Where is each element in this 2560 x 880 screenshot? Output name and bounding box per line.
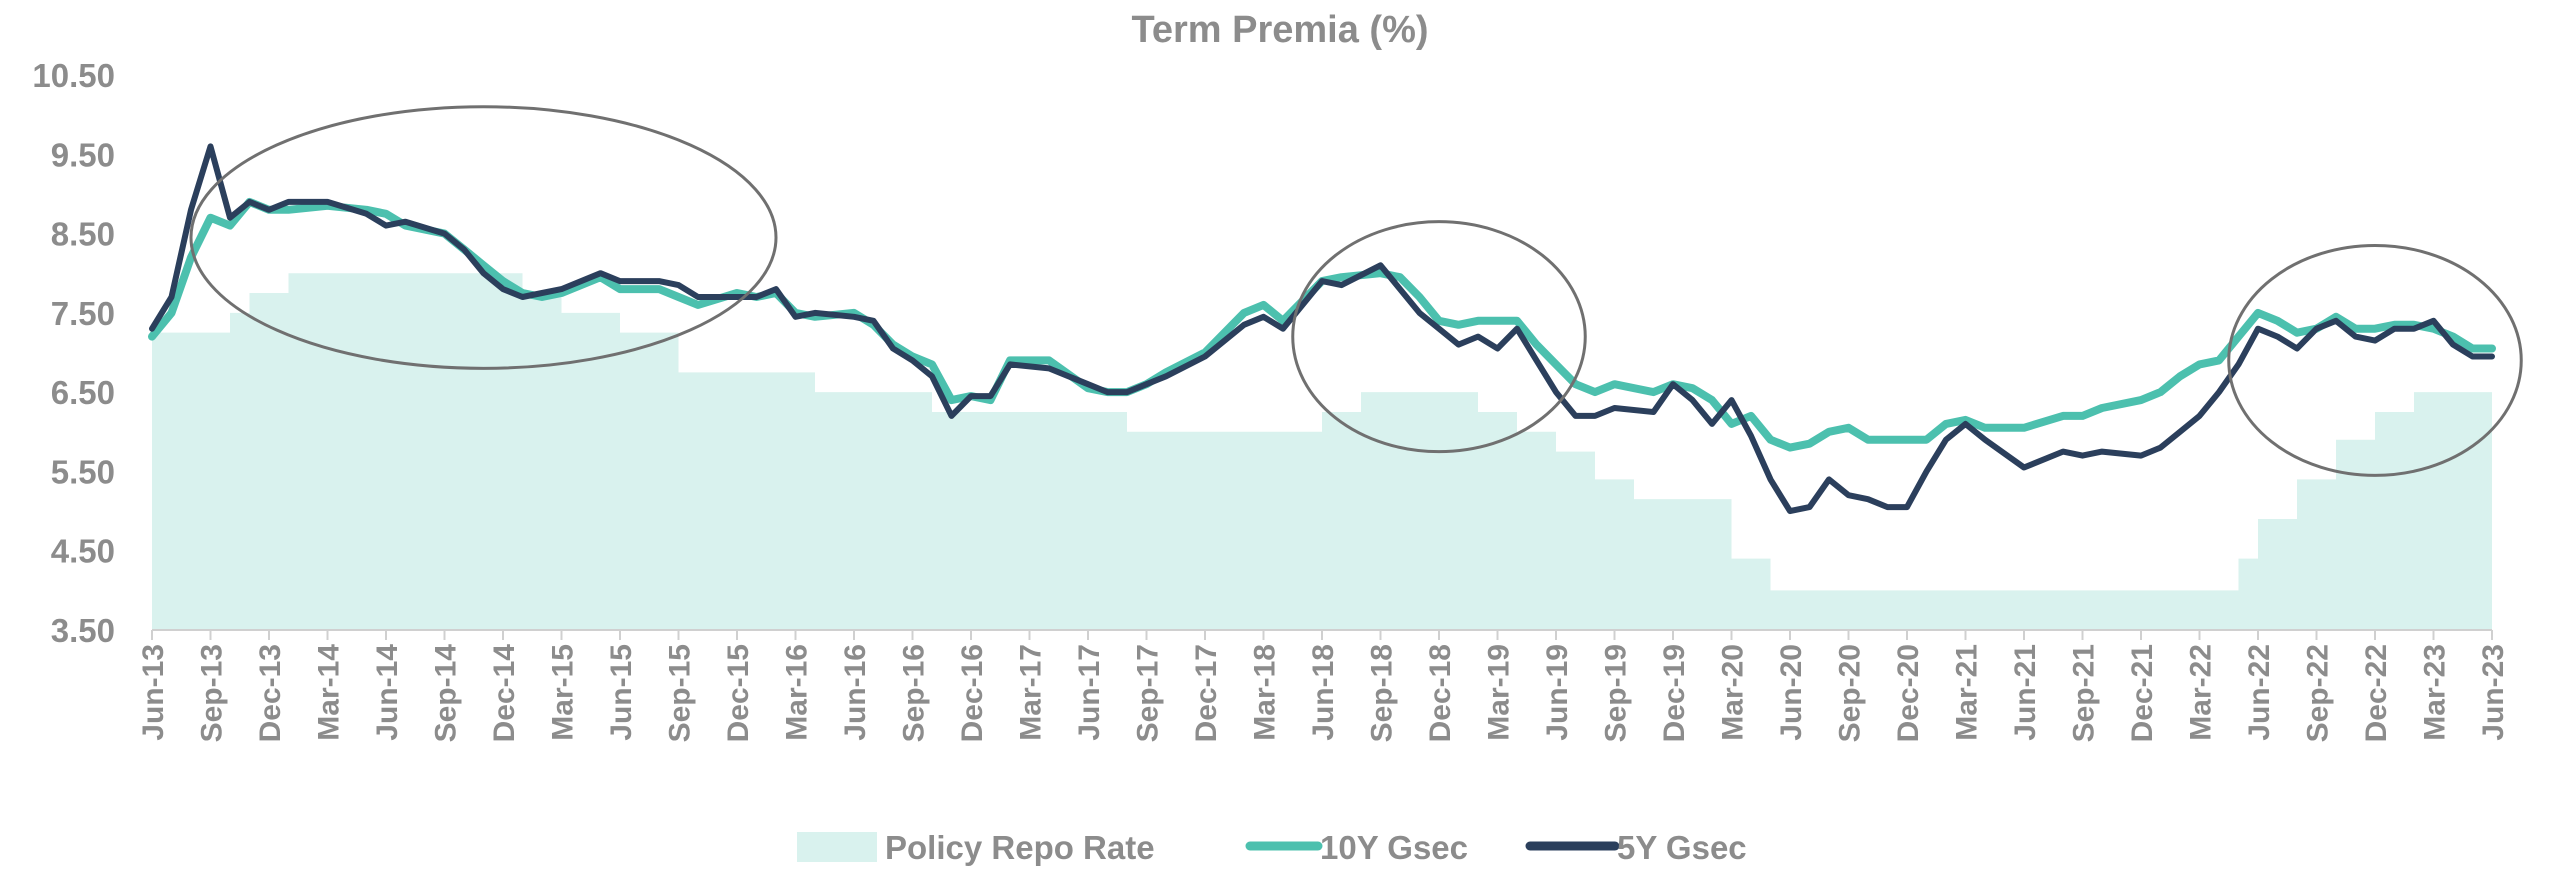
chart-title: Term Premia (%) bbox=[1131, 9, 1428, 51]
x-tick-label: Mar-22 bbox=[2185, 644, 2218, 741]
x-tick-label: Jun-19 bbox=[1541, 644, 1574, 741]
x-tick-label: Jun-21 bbox=[2009, 644, 2042, 741]
x-tick-label: Jun-14 bbox=[371, 644, 404, 741]
x-tick-label: Sep-21 bbox=[2068, 644, 2101, 742]
annotation-ellipse-3 bbox=[2227, 243, 2523, 477]
x-tick-label: Jun-18 bbox=[1307, 644, 1340, 741]
annotation-ellipse-2 bbox=[1291, 220, 1587, 454]
policy-repo-rate-area bbox=[152, 273, 2492, 630]
x-tick-label: Sep-17 bbox=[1132, 644, 1165, 742]
x-tick-label: Dec-19 bbox=[1658, 644, 1691, 742]
x-tick-label: Dec-18 bbox=[1424, 644, 1457, 742]
legend-label-5y-gsec: 5Y Gsec bbox=[1617, 829, 1747, 866]
x-tick-label: Dec-15 bbox=[722, 644, 755, 742]
annotation-layer bbox=[189, 105, 2523, 477]
x-tick-label: Dec-13 bbox=[254, 644, 287, 742]
x-tick-label: Jun-15 bbox=[605, 644, 638, 741]
legend-swatch-policy-repo-rate bbox=[797, 832, 877, 862]
annotation-ellipse-1 bbox=[189, 105, 778, 370]
x-tick-label: Dec-21 bbox=[2126, 644, 2159, 742]
x-tick-label: Mar-21 bbox=[1951, 644, 1984, 741]
x-tick-label: Mar-19 bbox=[1483, 644, 1516, 741]
legend: Policy Repo Rate 10Y Gsec 5Y Gsec bbox=[797, 829, 1747, 866]
x-tick-label: Mar-14 bbox=[313, 644, 346, 741]
legend-label-10y-gsec: 10Y Gsec bbox=[1320, 829, 1468, 866]
x-tick-label: Sep-18 bbox=[1366, 644, 1399, 742]
y-tick-label: 3.50 bbox=[51, 612, 115, 649]
x-tick-label: Jun-13 bbox=[137, 644, 170, 741]
x-tick-label: Mar-15 bbox=[547, 644, 580, 741]
x-tick-label: Jun-23 bbox=[2477, 644, 2510, 741]
x-tick-label: Sep-13 bbox=[196, 644, 229, 742]
x-tick-label: Mar-18 bbox=[1249, 644, 1282, 741]
y-tick-label: 8.50 bbox=[51, 216, 115, 253]
x-tick-label: Dec-14 bbox=[488, 644, 521, 743]
x-tick-label: Mar-20 bbox=[1717, 644, 1750, 741]
y-tick-label: 7.50 bbox=[51, 295, 115, 332]
line-layer bbox=[148, 143, 2496, 515]
x-tick-label: Sep-16 bbox=[898, 644, 931, 742]
y-tick-label: 9.50 bbox=[51, 136, 115, 173]
x-tick-label: Dec-17 bbox=[1190, 644, 1223, 742]
x-tick-label: Jun-22 bbox=[2243, 644, 2276, 741]
x-tick-label: Jun-16 bbox=[839, 644, 872, 741]
y-tick-label: 4.50 bbox=[51, 533, 115, 570]
x-tick-label: Sep-20 bbox=[1834, 644, 1867, 742]
x-tick-label: Jun-17 bbox=[1073, 644, 1106, 741]
x-tick-label: Sep-15 bbox=[664, 644, 697, 742]
x-tick-label: Sep-19 bbox=[1600, 644, 1633, 742]
x-tick-label: Sep-22 bbox=[2302, 644, 2335, 742]
x-tick-label: Jun-20 bbox=[1775, 644, 1808, 741]
x-tick-label: Mar-23 bbox=[2419, 644, 2452, 741]
area-layer bbox=[152, 273, 2492, 630]
legend-label-policy-repo-rate: Policy Repo Rate bbox=[885, 829, 1155, 866]
y-tick-label: 5.50 bbox=[51, 453, 115, 490]
axis-layer: Jun-13 Sep-13 Dec-13 Mar-14 Jun-14 Sep-14 Dec-… bbox=[32, 57, 2510, 742]
5y-gsec-line bbox=[149, 143, 2495, 515]
x-tick-label: Dec-22 bbox=[2360, 644, 2393, 742]
y-tick-label: 6.50 bbox=[51, 374, 115, 411]
x-tick-label: Dec-20 bbox=[1892, 644, 1925, 742]
y-tick-label: 10.50 bbox=[32, 57, 115, 94]
x-tick-label: Mar-17 bbox=[1015, 644, 1048, 741]
x-tick-label: Sep-14 bbox=[430, 644, 463, 743]
x-tick-label: Dec-16 bbox=[956, 644, 989, 742]
10y-gsec-line bbox=[148, 197, 2496, 452]
x-tick-label: Mar-16 bbox=[781, 644, 814, 741]
